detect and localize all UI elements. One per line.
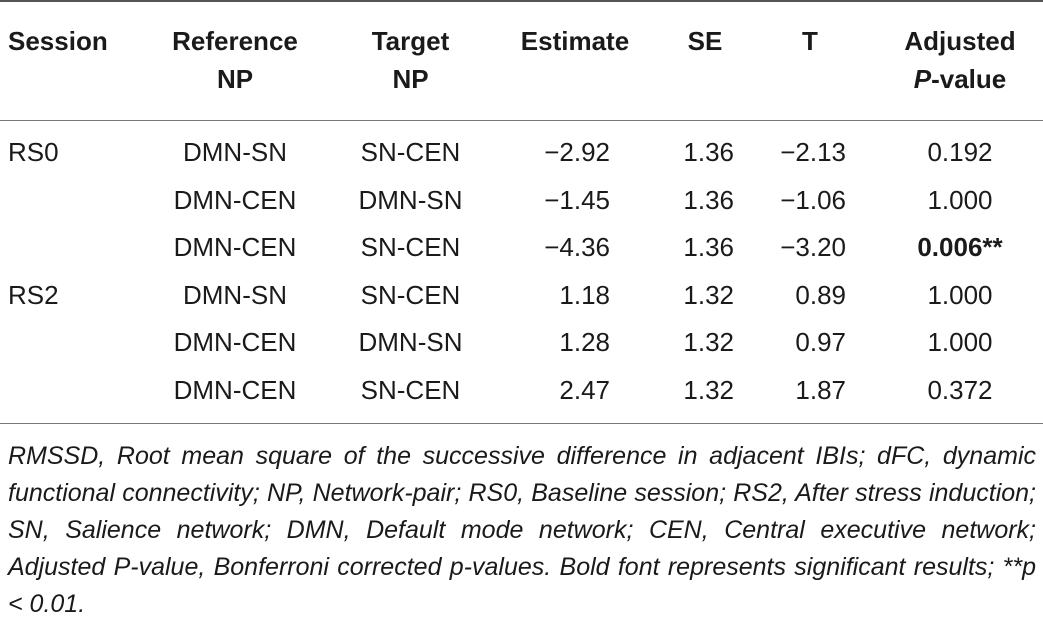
cell-se: 1.36 [683, 232, 734, 262]
header-reference-np: Reference NP [172, 26, 298, 94]
table-top-rule [0, 0, 1043, 2]
cell-adjusted-p-value: 1.000 [927, 279, 993, 310]
header-se: SE [687, 26, 723, 56]
cell-t: −2.13 [780, 137, 846, 167]
header-estimate: Estimate [520, 26, 630, 56]
cell-estimate: 1.28 [559, 327, 610, 357]
cell-target-np: SN-CEN [360, 137, 461, 167]
cell-t: 1.87 [795, 374, 846, 405]
cell-target-np: SN-CEN [360, 232, 461, 262]
cell-adjusted-p-value: 0.192 [927, 137, 993, 167]
cell-reference-np: DMN-CEN [173, 327, 297, 357]
cell-estimate: 1.18 [559, 279, 610, 310]
header-target-np: Target NP [371, 26, 450, 94]
cell-adjusted-p-value: 1.000 [927, 327, 993, 357]
cell-t: −1.06 [780, 184, 846, 215]
cell-target-np: SN-CEN [360, 279, 461, 310]
cell-target-np: DMN-SN [358, 327, 463, 357]
cell-estimate: −4.36 [544, 232, 610, 262]
cell-target-np: SN-CEN [360, 374, 461, 405]
cell-session: RS0 [8, 137, 59, 167]
cell-reference-np: DMN-CEN [173, 374, 297, 405]
table-bottom-rule [0, 423, 1043, 424]
cell-reference-np: DMN-CEN [173, 184, 297, 215]
cell-estimate: −2.92 [544, 137, 610, 167]
cell-t: 0.89 [795, 279, 846, 310]
header-t: T [802, 26, 818, 56]
cell-reference-np: DMN-CEN [173, 232, 297, 262]
cell-t: 0.97 [795, 327, 846, 357]
cell-se: 1.32 [683, 327, 734, 357]
cell-se: 1.36 [683, 184, 734, 215]
cell-se: 1.32 [683, 374, 734, 405]
cell-estimate: −1.45 [544, 184, 610, 215]
cell-session: RS2 [8, 279, 59, 310]
header-session: Session [8, 26, 108, 56]
cell-se: 1.36 [683, 137, 734, 167]
table-footnote: RMSSD, Root mean square of the successiv… [8, 442, 1036, 618]
cell-t: −3.20 [780, 232, 846, 262]
cell-adjusted-p-value: 1.000 [927, 184, 993, 215]
header-separator-rule [0, 120, 1043, 121]
cell-estimate: 2.47 [559, 374, 610, 405]
cell-reference-np: DMN-SN [183, 137, 287, 167]
cell-se: 1.32 [683, 279, 734, 310]
cell-target-np: DMN-SN [358, 184, 463, 215]
cell-reference-np: DMN-SN [183, 279, 287, 310]
cell-adjusted-p-value: 0.006** [917, 232, 1003, 262]
header-adjusted-p-value: Adjusted P-value [904, 26, 1016, 94]
cell-adjusted-p-value: 0.372 [927, 374, 993, 405]
